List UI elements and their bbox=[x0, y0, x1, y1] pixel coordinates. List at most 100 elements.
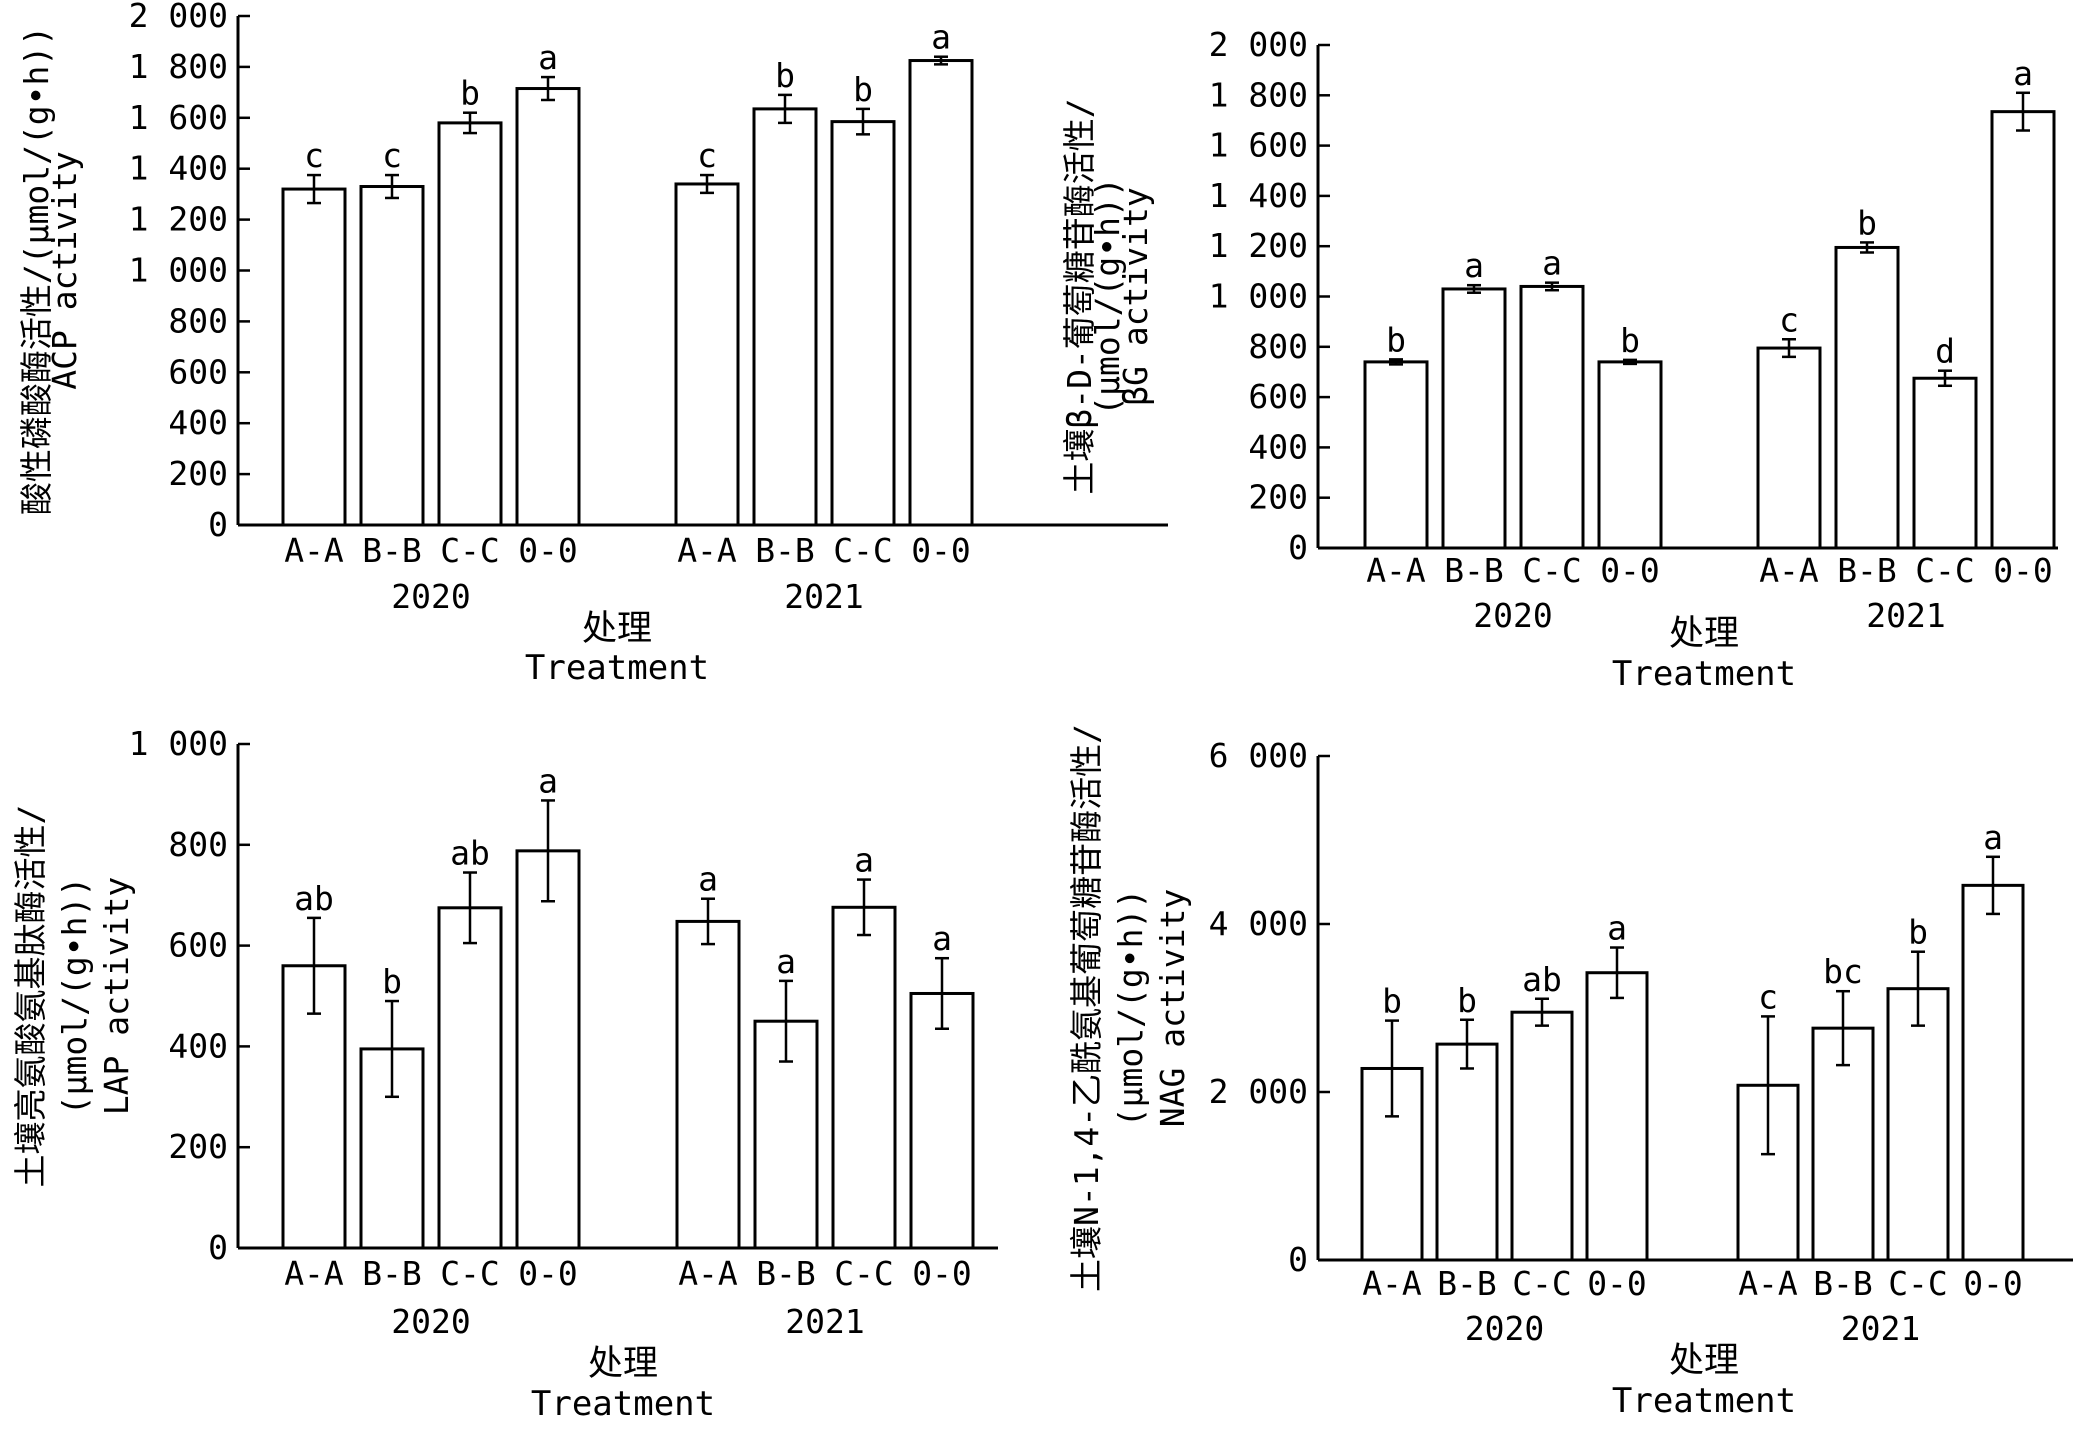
x-category-label: B-B bbox=[1437, 1264, 1497, 1303]
x-group-year-label: 2021 bbox=[1841, 1309, 1920, 1348]
significance-letter: a bbox=[931, 18, 951, 57]
bar bbox=[281, 187, 347, 527]
x-category-label: A-A bbox=[1366, 551, 1426, 590]
significance-letter: ab bbox=[450, 834, 490, 873]
significance-letter: a bbox=[698, 860, 718, 899]
bar bbox=[1585, 971, 1649, 1262]
significance-letter: b bbox=[1857, 203, 1877, 242]
significance-letter: b bbox=[1386, 320, 1406, 359]
significance-letter: ab bbox=[294, 879, 334, 918]
x-category-label: 0-0 bbox=[518, 531, 578, 570]
significance-letter: a bbox=[1542, 244, 1562, 283]
bar bbox=[752, 107, 818, 527]
significance-letter: a bbox=[854, 841, 874, 880]
x-axis-title-en: Treatment bbox=[1612, 654, 1796, 694]
x-axis-title-cn: 处理 bbox=[588, 1344, 658, 1384]
bar bbox=[1990, 110, 2056, 550]
y-tick-label: 1 000 bbox=[1209, 277, 1308, 316]
bar bbox=[675, 919, 741, 1250]
x-axis-title-cn: 处理 bbox=[582, 609, 652, 649]
y-tick-label: 2 000 bbox=[1209, 1072, 1308, 1111]
x-group-year-label: 2021 bbox=[784, 577, 863, 616]
x-category-label: C-C bbox=[440, 1254, 500, 1293]
x-category-label: B-B bbox=[756, 1254, 816, 1293]
bar bbox=[437, 906, 503, 1250]
bar bbox=[831, 905, 897, 1250]
y-axis-title-line: (μmol/(g•h)) bbox=[1088, 177, 1127, 415]
lap-activity-chart: 0 200 400 600 800 1 000 ab A-A b B-B ab C-C a 0-0 2020… bbox=[11, 724, 998, 1424]
x-category-label: A-A bbox=[1759, 551, 1819, 590]
x-category-label: B-B bbox=[362, 1254, 422, 1293]
x-category-label: 0-0 bbox=[912, 1254, 972, 1293]
x-category-label: 0-0 bbox=[1993, 551, 2053, 590]
x-category-label: A-A bbox=[678, 1254, 738, 1293]
acp-activity-chart: 0 200 400 600 800 1 000 1 200 1 400 1 600 1 800 2 … bbox=[17, 0, 1168, 688]
bar bbox=[1363, 360, 1429, 550]
y-tick-label: 400 bbox=[168, 1026, 228, 1065]
x-category-label: A-A bbox=[284, 531, 344, 570]
y-tick-label: 1 400 bbox=[1209, 176, 1308, 215]
significance-letter: c bbox=[1758, 977, 1778, 1016]
y-tick-label: 4 000 bbox=[1209, 904, 1308, 943]
significance-letter: b bbox=[853, 70, 873, 109]
significance-letter: bc bbox=[1823, 952, 1863, 991]
y-axis-title-line: 酸性磷酸酶活性/(μmol/(g•h)) bbox=[17, 26, 56, 515]
significance-letter: b bbox=[775, 56, 795, 95]
bar bbox=[359, 185, 425, 527]
y-tick-label: 200 bbox=[168, 454, 228, 493]
bar bbox=[437, 121, 503, 527]
x-category-label: B-B bbox=[1444, 551, 1504, 590]
significance-letter: ab bbox=[1522, 960, 1562, 999]
bar bbox=[515, 87, 581, 527]
bar bbox=[1597, 360, 1663, 550]
y-tick-label: 0 bbox=[1288, 528, 1308, 567]
bar bbox=[830, 120, 896, 527]
y-tick-label: 2 000 bbox=[1209, 25, 1308, 64]
y-tick-label: 1 000 bbox=[129, 724, 228, 763]
bar bbox=[1519, 284, 1585, 550]
x-axis-title-en: Treatment bbox=[1612, 1381, 1796, 1421]
x-category-label: 0-0 bbox=[1587, 1264, 1647, 1303]
y-tick-label: 1 400 bbox=[129, 149, 228, 188]
y-tick-label: 1 600 bbox=[129, 98, 228, 137]
bar bbox=[909, 991, 975, 1250]
significance-letter: a bbox=[2013, 54, 2033, 93]
x-category-label: B-B bbox=[755, 531, 815, 570]
x-category-label: B-B bbox=[1837, 551, 1897, 590]
x-group-year-label: 2020 bbox=[391, 577, 470, 616]
x-group-year-label: 2020 bbox=[391, 1302, 470, 1341]
significance-letter: a bbox=[776, 942, 796, 981]
y-tick-label: 600 bbox=[168, 926, 228, 965]
significance-letter: a bbox=[1464, 246, 1484, 285]
x-axis-title-en: Treatment bbox=[531, 1384, 715, 1424]
x-group-year-label: 2021 bbox=[785, 1302, 864, 1341]
y-tick-label: 800 bbox=[168, 825, 228, 864]
significance-letter: a bbox=[1983, 818, 2003, 857]
y-tick-label: 1 800 bbox=[1209, 75, 1308, 114]
x-axis-title-en: Treatment bbox=[525, 648, 709, 688]
significance-letter: b bbox=[1382, 982, 1402, 1021]
x-category-label: C-C bbox=[1888, 1264, 1948, 1303]
bar bbox=[674, 182, 740, 527]
y-axis-title-line: 土壤亮氨酸氨基肽酶活性/ bbox=[11, 805, 50, 1188]
y-tick-label: 600 bbox=[1248, 377, 1308, 416]
y-tick-label: 6 000 bbox=[1209, 736, 1308, 775]
x-category-label: C-C bbox=[833, 531, 893, 570]
y-tick-label: 1 200 bbox=[1209, 226, 1308, 265]
x-group-year-label: 2020 bbox=[1473, 596, 1552, 635]
bar bbox=[1510, 1010, 1574, 1262]
x-category-label: 0-0 bbox=[911, 531, 971, 570]
x-category-label: C-C bbox=[1522, 551, 1582, 590]
y-axis-title-line: βG activity bbox=[1116, 187, 1155, 406]
y-tick-label: 400 bbox=[168, 403, 228, 442]
significance-letter: d bbox=[1935, 332, 1955, 371]
y-tick-label: 1 600 bbox=[1209, 126, 1308, 165]
x-axis-title-cn: 处理 bbox=[1669, 614, 1739, 654]
significance-letter: a bbox=[1607, 909, 1627, 948]
bar bbox=[1441, 287, 1507, 550]
x-category-label: B-B bbox=[1813, 1264, 1873, 1303]
significance-letter: a bbox=[538, 761, 558, 800]
y-axis-title-line: ACP activity bbox=[45, 151, 84, 389]
y-tick-label: 1 200 bbox=[129, 200, 228, 239]
